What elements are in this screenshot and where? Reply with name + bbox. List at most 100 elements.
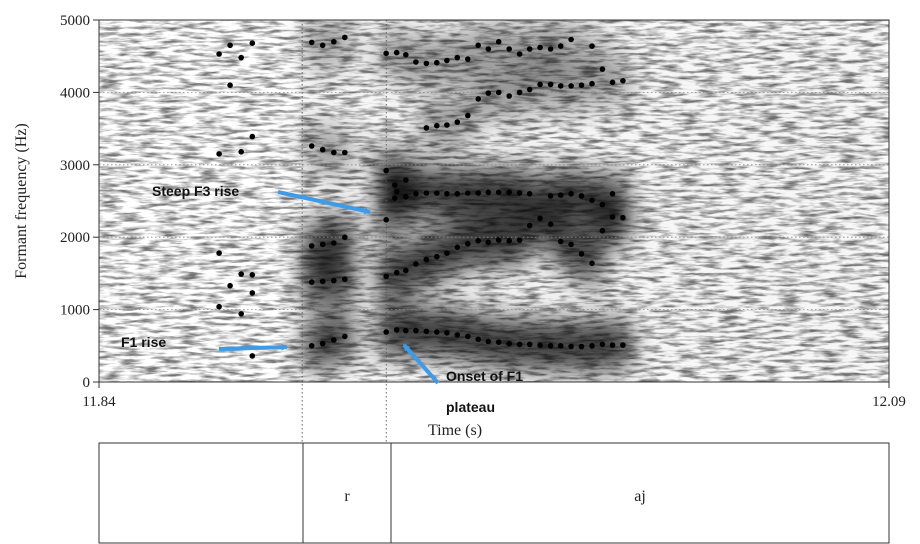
segment-label-r: r [344,488,350,505]
formant-point [526,46,533,52]
formant-point [331,277,337,284]
formant-point [413,327,419,334]
formant-point [578,251,585,257]
formant-point [308,279,315,285]
formant-point [423,256,430,263]
y-tick-label: 4000 [60,85,90,101]
formant-point [495,89,502,96]
formant-point [609,79,616,86]
formant-point [342,234,348,240]
formant-point [383,329,390,335]
formant-point [609,342,616,348]
formant-point [620,78,626,84]
formant-point [568,241,574,248]
x-tick-label: 11.84 [82,394,116,410]
formant-point [423,190,430,196]
formant-point [557,238,564,245]
segment-boundaries [301,20,387,443]
formant-point [475,96,482,102]
formant-point [568,36,574,43]
formant-point [413,261,419,267]
formant-point [485,90,492,96]
formant-point [599,227,606,234]
formant-point [506,93,512,99]
formant-point [557,43,564,49]
formant-point [308,39,315,46]
formant-point [434,59,440,66]
formant-point [444,191,450,197]
formant-point [578,343,585,350]
formant-point [393,49,400,56]
formant-point [568,83,574,89]
formant-point [216,303,222,310]
formant-point [516,190,523,196]
x-axis-title: Time (s) [428,422,482,439]
formant-point [393,269,400,276]
formant-point [526,222,533,229]
formant-point [342,333,348,340]
formant-point [557,192,564,198]
formant-point [465,240,471,247]
formant-point [526,86,533,93]
y-tick-label: 3000 [60,158,90,174]
formant-point [609,191,616,197]
formant-point [403,267,409,274]
formant-point [308,143,315,149]
formant-points [216,34,626,359]
formant-point [413,59,419,65]
formant-point [423,328,430,335]
formant-point [475,336,482,343]
formant-point [589,43,595,49]
y-tick-label: 2000 [60,230,90,246]
formant-point [475,238,482,244]
formant-point [444,330,450,336]
formant-point [342,149,348,156]
formant-point [238,149,244,155]
x-axis: 11.84 12.09 [82,382,906,410]
formant-point [609,214,616,220]
formant-point [249,353,256,359]
formant-point [589,343,595,349]
formant-point [557,343,564,349]
formant-point [423,125,430,131]
formant-point [383,167,390,174]
formant-point [599,66,606,72]
formant-point [444,250,450,256]
formant-point [331,38,337,45]
formant-point [392,195,398,201]
formant-point [342,34,348,41]
formant-point [383,50,390,57]
formant-point [537,44,543,51]
formant-point [434,253,440,260]
formant-point [423,60,430,67]
formant-point [216,151,222,157]
formant-point [516,89,523,96]
formant-point [383,273,390,280]
formant-point [249,290,256,296]
formant-point [599,341,606,348]
formant-point [227,82,233,88]
formant-point [465,56,471,62]
formant-point [319,340,326,347]
formant-point [526,191,533,197]
formant-point [434,190,440,196]
formant-point [537,215,543,222]
formant-point [568,191,574,197]
arrow-steep-f3-rise [277,190,372,215]
formant-point [403,177,409,183]
formant-point [216,51,222,57]
y-axis-title: Formant frequency (Hz) [13,123,30,279]
formant-point [547,81,554,88]
formant-point [516,51,523,57]
formant-point [557,83,564,89]
formant-point [331,149,337,156]
formant-point [308,243,315,249]
annotation-plateau: plateau [446,399,495,415]
formant-point [578,82,585,88]
formant-point [547,46,554,52]
formant-point [475,190,482,196]
formant-point [537,81,543,88]
formant-point [403,52,409,58]
formant-point [454,332,461,338]
formant-point [495,189,502,196]
